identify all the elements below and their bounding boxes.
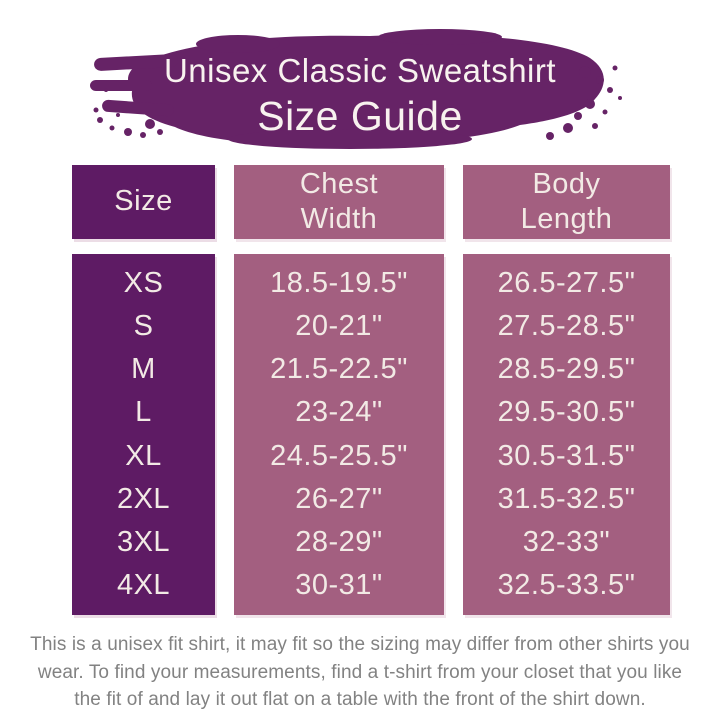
body-length-l: 29.5-30.5" bbox=[497, 396, 636, 429]
chest-width-3xl: 28-29" bbox=[295, 525, 383, 558]
chest-width-xs: 18.5-19.5" bbox=[270, 267, 408, 300]
fit-note-line-1: This is a unisex fit shirt, it may fit s… bbox=[30, 634, 690, 655]
chest-width-2xl: 26-27" bbox=[295, 482, 383, 515]
body-length-2xl: 31.5-32.5" bbox=[497, 482, 636, 515]
body-length-xl: 30.5-31.5" bbox=[497, 439, 636, 472]
size-table: Size Chest Width Body Length XS S M L XL… bbox=[72, 165, 670, 615]
column-header-size: Size bbox=[72, 165, 215, 239]
fit-note-line-2: wear. To find your measurements, find a … bbox=[37, 661, 683, 683]
size-label-xs: XS bbox=[123, 267, 164, 300]
fit-note-line-3: the fit of and lay it out flat on a tabl… bbox=[74, 689, 646, 710]
banner-title: Unisex Classic Sweatshirt bbox=[163, 52, 557, 90]
body-length-s: 27.5-28.5" bbox=[497, 310, 636, 343]
column-header-chest-width: Chest Width bbox=[234, 165, 444, 239]
chest-width-s: 20-21" bbox=[295, 310, 383, 343]
chest-width-l: 23-24" bbox=[295, 396, 383, 429]
body-length-xs: 26.5-27.5" bbox=[497, 267, 636, 300]
size-label-4xl: 4XL bbox=[116, 568, 171, 601]
body-length-3xl: 32-33" bbox=[522, 525, 611, 558]
chest-width-column-body: 18.5-19.5" 20-21" 21.5-22.5" 23-24" 24.5… bbox=[234, 254, 444, 615]
size-label-3xl: 3XL bbox=[116, 525, 171, 558]
size-label-m: M bbox=[131, 353, 156, 386]
size-column-body: XS S M L XL 2XL 3XL 4XL bbox=[72, 254, 215, 615]
chest-width-4xl: 30-31" bbox=[295, 568, 383, 601]
banner-text-block: Unisex Classic Sweatshirt Size Guide bbox=[88, 20, 632, 165]
size-label-xl: XL bbox=[125, 439, 162, 472]
title-banner: Unisex Classic Sweatshirt Size Guide bbox=[88, 20, 632, 165]
column-header-body-length: Body Length bbox=[463, 165, 670, 239]
column-header-body-length-label: Body Length bbox=[520, 167, 613, 235]
chest-width-xl: 24.5-25.5" bbox=[270, 439, 408, 472]
size-label-2xl: 2XL bbox=[116, 482, 171, 515]
body-length-4xl: 32.5-33.5" bbox=[497, 568, 636, 601]
size-label-s: S bbox=[133, 310, 154, 343]
body-length-column-body: 26.5-27.5" 27.5-28.5" 28.5-29.5" 29.5-30… bbox=[463, 254, 670, 615]
column-header-size-label: Size bbox=[114, 185, 173, 218]
brush-stroke-graphic bbox=[90, 29, 622, 149]
size-label-l: L bbox=[135, 396, 152, 429]
column-header-chest-width-label: Chest Width bbox=[299, 167, 379, 235]
chest-width-m: 21.5-22.5" bbox=[270, 353, 408, 386]
banner-subtitle: Size Guide bbox=[257, 92, 463, 139]
fit-note: This is a unisex fit shirt, it may fit s… bbox=[0, 631, 720, 714]
body-length-m: 28.5-29.5" bbox=[497, 353, 636, 386]
